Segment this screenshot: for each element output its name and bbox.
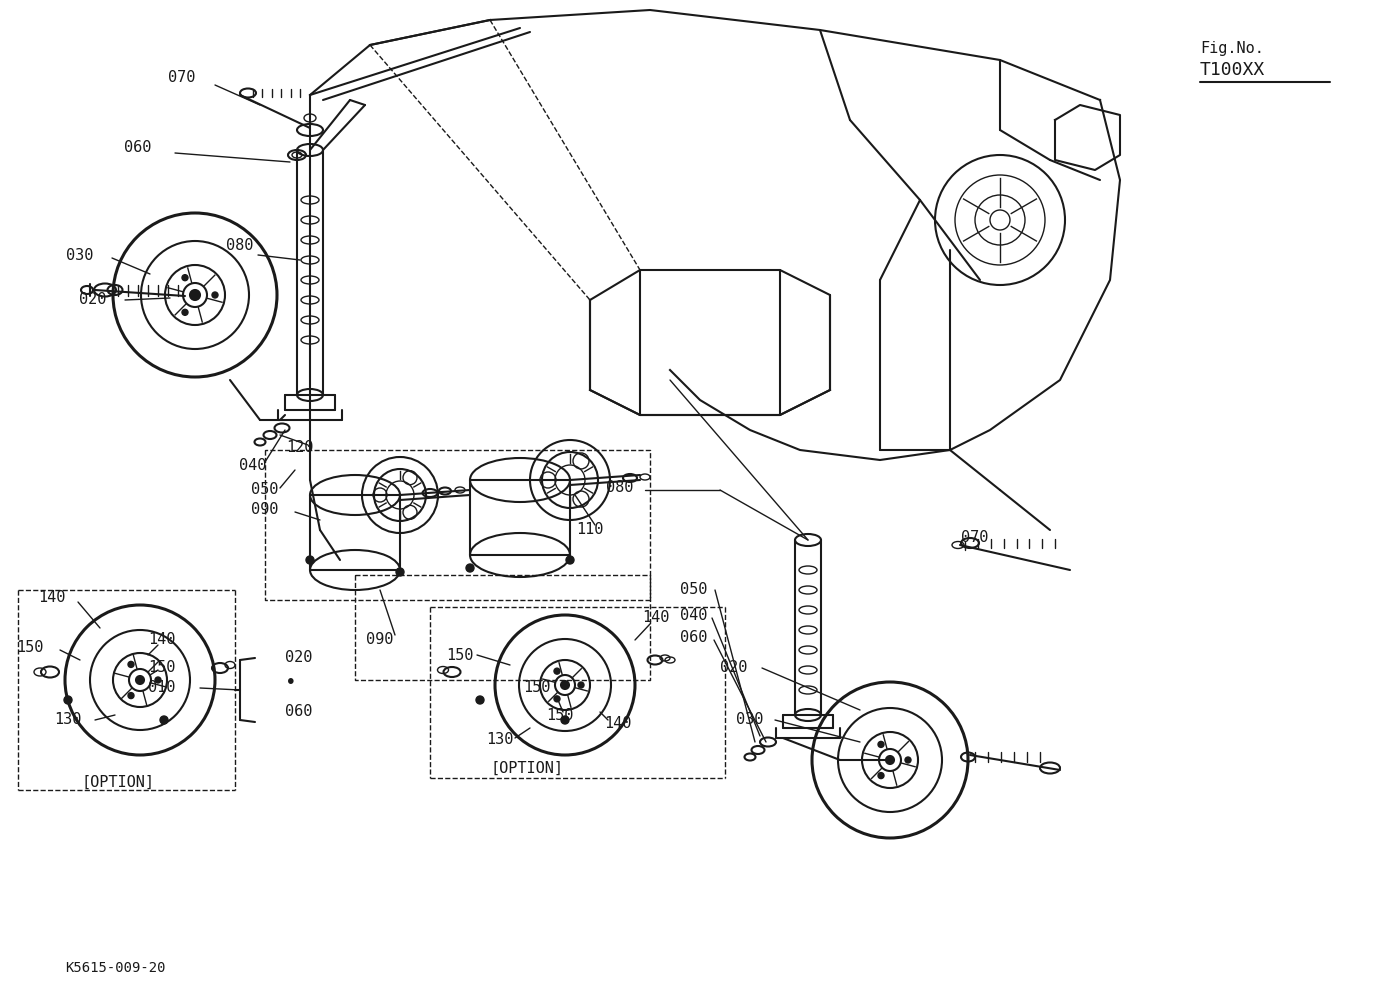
Circle shape [905,757,912,763]
Circle shape [561,681,570,689]
Text: 020: 020 [720,661,747,676]
Text: 070: 070 [961,531,989,546]
Text: 060: 060 [285,705,313,720]
Circle shape [160,716,168,724]
Text: 090: 090 [251,503,279,518]
Circle shape [137,676,143,684]
Circle shape [878,773,884,779]
Text: 050: 050 [680,583,707,598]
Circle shape [306,556,314,564]
Text: 150: 150 [17,641,44,656]
Text: 130: 130 [487,733,514,748]
Text: 020: 020 [80,292,106,307]
Text: Fig.No.: Fig.No. [1200,40,1265,55]
Text: 060: 060 [680,631,707,646]
Circle shape [578,682,583,688]
Text: [OPTION]: [OPTION] [81,775,154,790]
Text: 120: 120 [287,440,313,455]
Text: 030: 030 [736,713,764,728]
Text: 010: 010 [148,681,175,696]
Text: 070: 070 [168,70,196,85]
Text: 150: 150 [523,681,550,696]
Text: 040: 040 [240,457,266,472]
Circle shape [128,662,134,668]
Text: 030: 030 [66,247,94,262]
Circle shape [212,292,218,298]
Circle shape [182,274,188,280]
Circle shape [63,696,72,704]
Text: 040: 040 [680,608,707,623]
Text: 150: 150 [546,708,574,723]
Text: 140: 140 [149,633,175,648]
Circle shape [396,568,404,576]
Text: 080: 080 [607,480,634,495]
Text: 050: 050 [251,482,279,497]
Text: 150: 150 [149,661,175,676]
Text: •: • [285,673,296,692]
Text: 020: 020 [285,650,313,665]
Circle shape [182,309,188,315]
Text: 110: 110 [576,523,604,538]
Text: 140: 140 [643,611,670,626]
Circle shape [554,696,560,702]
Text: [OPTION]: [OPTION] [491,761,564,776]
Circle shape [561,716,570,724]
Circle shape [554,668,560,674]
Circle shape [878,742,884,748]
Text: 060: 060 [124,139,152,154]
Text: 140: 140 [604,716,632,731]
Text: K5615-009-20: K5615-009-20 [65,961,165,975]
Circle shape [885,756,894,764]
Text: 090: 090 [367,633,393,648]
Text: 130: 130 [54,713,81,728]
Circle shape [128,693,134,699]
Circle shape [466,564,474,572]
Text: T100XX: T100XX [1200,61,1266,79]
Text: 150: 150 [447,648,474,663]
Circle shape [476,696,484,704]
Circle shape [154,677,161,683]
Circle shape [565,556,574,564]
Text: 080: 080 [226,237,254,252]
Circle shape [190,290,200,300]
Text: 140: 140 [39,591,66,606]
